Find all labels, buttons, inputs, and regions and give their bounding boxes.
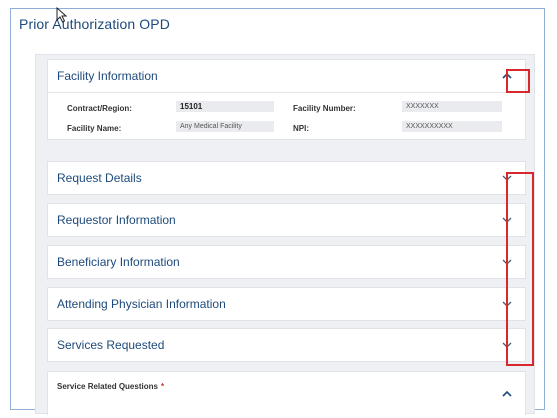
service-related-questions-panel: Service Related Questions * bbox=[47, 371, 526, 415]
facility-information-header[interactable]: Facility Information bbox=[48, 60, 525, 92]
form-content: Facility Information Contract/Region: 15… bbox=[35, 54, 535, 415]
chevron-up-icon[interactable] bbox=[501, 389, 513, 399]
facility-chevron-highlight bbox=[506, 69, 530, 93]
service-related-questions-title: Service Related Questions * bbox=[57, 382, 164, 391]
npi-label: NPI: bbox=[293, 124, 309, 133]
facility-information-title: Facility Information bbox=[57, 69, 158, 83]
service-related-questions-label: Service Related Questions bbox=[57, 382, 158, 391]
requestor-information-panel[interactable]: Requestor Information bbox=[47, 203, 526, 237]
services-requested-title: Services Requested bbox=[57, 338, 165, 352]
attending-physician-information-panel[interactable]: Attending Physician Information bbox=[47, 287, 526, 321]
contract-region-value: 15101 bbox=[176, 101, 274, 112]
collapsed-chevrons-highlight bbox=[506, 172, 534, 366]
required-asterisk: * bbox=[160, 382, 165, 391]
attending-physician-information-title: Attending Physician Information bbox=[57, 297, 226, 311]
services-requested-panel[interactable]: Services Requested bbox=[47, 328, 526, 362]
npi-value: XXXXXXXXXX bbox=[402, 121, 502, 132]
facility-name-label: Facility Name: bbox=[67, 124, 122, 133]
facility-number-value: XXXXXXX bbox=[402, 101, 502, 112]
contract-region-label: Contract/Region: bbox=[67, 104, 132, 113]
request-details-panel[interactable]: Request Details bbox=[47, 161, 526, 195]
beneficiary-information-panel[interactable]: Beneficiary Information bbox=[47, 245, 526, 279]
facility-number-label: Facility Number: bbox=[293, 104, 356, 113]
mouse-pointer-icon bbox=[56, 7, 68, 23]
page-title: Prior Authorization OPD bbox=[19, 16, 170, 32]
requestor-information-title: Requestor Information bbox=[57, 213, 176, 227]
prior-authorization-window: Prior Authorization OPD Facility Informa… bbox=[10, 7, 545, 415]
request-details-title: Request Details bbox=[57, 171, 142, 185]
facility-name-value: Any Medical Facility bbox=[176, 121, 274, 132]
facility-information-body: Contract/Region: 15101 Facility Number: … bbox=[48, 92, 525, 139]
beneficiary-information-title: Beneficiary Information bbox=[57, 255, 180, 269]
facility-information-panel: Facility Information Contract/Region: 15… bbox=[47, 59, 526, 140]
